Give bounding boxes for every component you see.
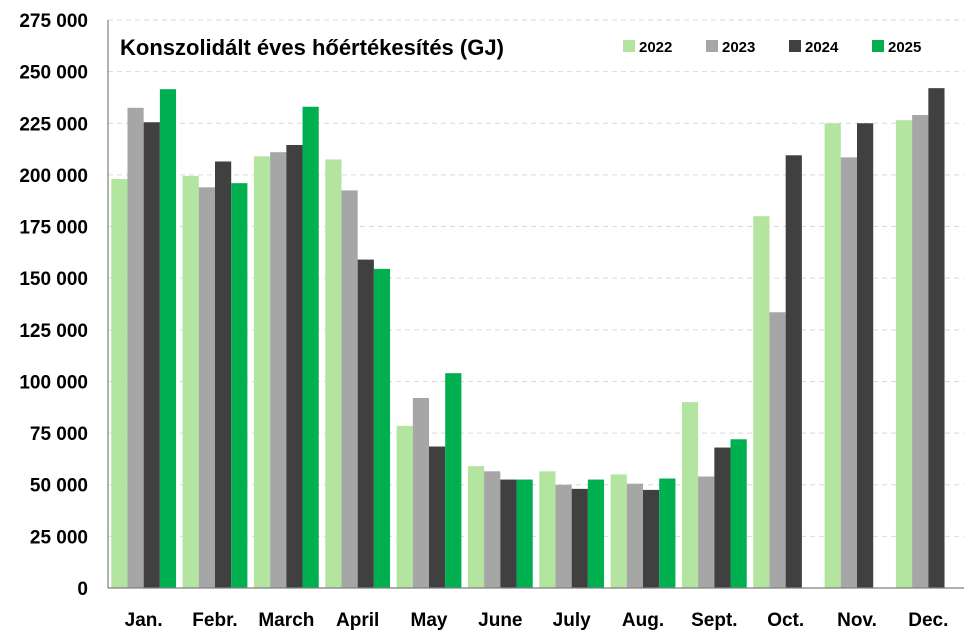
bar-2024-april [357,259,374,588]
y-tick-label: 225 000 [19,114,88,135]
y-tick-label: 125 000 [19,321,88,342]
bar-2022-febr [182,175,199,588]
x-tick-label: Dec. [908,610,948,631]
bar-2024-sept [714,447,731,588]
legend-swatch-2023 [706,40,718,52]
bar-2024-march [286,144,303,588]
y-tick-label: 150 000 [19,269,88,290]
bar-2022-april [325,159,342,588]
bar-2022-oct [753,216,770,588]
bar-2023-aug [626,483,643,588]
y-tick-label: 275 000 [19,11,88,32]
bar-2024-may [429,446,446,588]
legend-label-2022: 2022 [639,39,672,56]
bar-2022-aug [610,474,627,588]
bar-2022-july [539,471,556,588]
y-tick-label: 25 000 [30,527,88,548]
x-axis-tick-labels: Jan. Febr. March April May June July Aug. Sept. O… [125,610,949,631]
x-tick-label: Oct. [767,610,804,631]
chart-title: Konszolidált éves hőértékesítés (GJ) [120,35,504,60]
bar-2023-oct [769,312,786,588]
bar-2025-july [587,479,605,588]
bar-2023-march [270,152,287,588]
bar-2025-aug [659,478,676,588]
bar-2023-july [555,484,572,588]
legend-swatch-2025 [872,40,884,52]
bar-2025-march [302,106,319,589]
axes [107,20,964,589]
bar-2024-july [571,488,588,588]
bar-2024-nov [857,123,874,588]
x-tick-label: June [478,610,522,631]
bar-2025-april [373,268,391,588]
bar-2023-nov [840,157,857,588]
gridlines [108,19,964,537]
bar-2025-febr [231,183,248,589]
legend: 2022 2023 2024 2025 [623,39,921,56]
legend-label-2024: 2024 [805,39,839,56]
legend-swatch-2024 [789,40,801,52]
legend-label-2025: 2025 [888,39,921,56]
bar-2025-jan [159,89,177,589]
bar-2022-march [253,156,271,588]
x-tick-label: Jan. [125,610,163,631]
bar-2023-june [484,471,501,588]
y-tick-label: 250 000 [19,63,88,84]
bar-2022-jan [111,179,128,589]
bar-2025-june [516,479,533,588]
x-tick-label: Sept. [691,610,737,631]
y-tick-label: 200 000 [19,166,88,187]
x-tick-label: April [336,610,379,631]
y-tick-label: 100 000 [19,372,88,393]
bar-2023-febr [198,187,215,588]
x-tick-label: March [258,610,314,631]
bar-2022-may [396,425,413,588]
bar-2022-dec [895,120,913,588]
bar-2023-sept [698,476,715,588]
x-tick-label: May [411,610,448,631]
bar-2022-sept [681,402,699,588]
legend-label-2023: 2023 [722,39,755,56]
bar-2024-aug [643,489,660,588]
bar-2023-jan [127,107,144,589]
bar-2022-nov [824,123,841,588]
x-tick-label: Aug. [622,610,664,631]
bars [111,88,945,589]
bar-2024-oct [785,155,802,588]
x-tick-label: Febr. [192,610,237,631]
x-tick-label: Nov. [837,610,877,631]
bar-2023-may [412,397,429,588]
bar-2022-june [467,466,485,588]
y-tick-label: 50 000 [30,476,88,497]
bar-2024-june [500,479,517,588]
bar-2024-dec [928,88,945,588]
bar-2025-sept [730,439,747,588]
bar-2023-dec [912,115,929,588]
legend-swatch-2022 [623,40,635,52]
bar-2024-febr [215,161,232,588]
y-tick-label: 75 000 [30,424,88,445]
bar-2023-april [341,190,358,588]
bar-2024-jan [143,122,160,589]
y-tick-label: 175 000 [19,218,88,239]
y-tick-label: 0 [77,579,88,600]
y-axis-tick-labels: 0 25 000 50 000 75 000 100 000 125 000 150 000… [19,11,88,600]
bar-2025-may [445,373,462,588]
x-tick-label: July [553,610,591,631]
